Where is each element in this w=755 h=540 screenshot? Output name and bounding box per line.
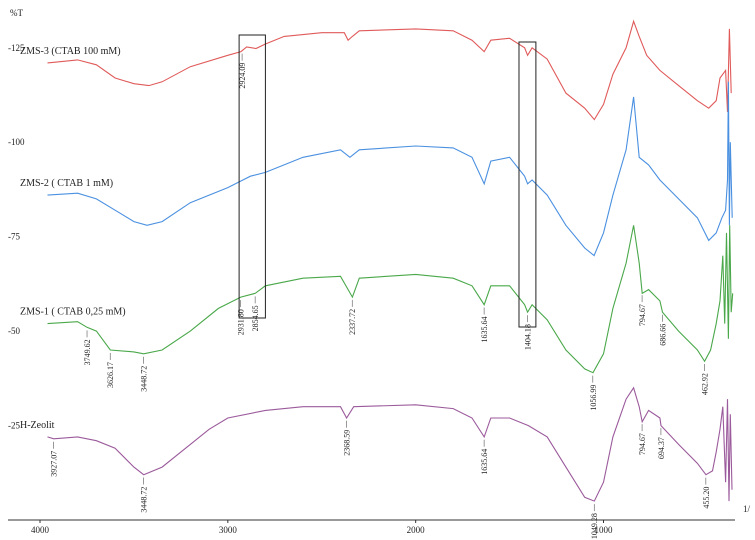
series-line-2 bbox=[47, 225, 734, 374]
peak-label: 3448.72 bbox=[140, 366, 149, 392]
peak-label: 3927.07 bbox=[50, 451, 59, 477]
peak-label: 2924.09 bbox=[238, 63, 247, 89]
highlight-box bbox=[518, 41, 537, 328]
y-tick-label: -100 bbox=[8, 137, 25, 147]
series-line-3 bbox=[47, 386, 733, 502]
peak-label: 2368.59 bbox=[342, 430, 351, 456]
peak-label: 794.67 bbox=[638, 433, 647, 455]
x-axis-unit: 1/ bbox=[743, 504, 751, 514]
peak-label: 3626.17 bbox=[106, 362, 115, 388]
axes-layer: 4000 3000 2000 1000 1/ %T -125 -100 -75 -50 -25 bbox=[8, 8, 751, 535]
y-tick-label: -50 bbox=[8, 326, 20, 336]
peak-label: 2337.72 bbox=[348, 309, 357, 335]
y-tick-label: -75 bbox=[8, 232, 20, 242]
peak-label: 1049.28 bbox=[590, 513, 599, 539]
peak-label: 1404.18 bbox=[524, 324, 533, 350]
peak-label: 694.37 bbox=[657, 437, 666, 459]
y-tick-label: -125 bbox=[8, 43, 25, 53]
series-labels: ZMS-3 (CTAB 100 mM) ZMS-2 ( CTAB 1 mM) ZMS… bbox=[20, 46, 126, 431]
peak-label: 1635.64 bbox=[480, 316, 489, 342]
y-tick-label: -25 bbox=[8, 421, 20, 431]
peak-label: 2931.80 bbox=[237, 309, 246, 335]
peak-label: 3448.72 bbox=[140, 487, 149, 513]
peak-label: 794.67 bbox=[638, 304, 647, 326]
x-tick-label: 1000 bbox=[595, 525, 614, 535]
x-tick-label: 2000 bbox=[407, 525, 426, 535]
x-tick-label: 4000 bbox=[31, 525, 50, 535]
series-label-1: ZMS-2 ( CTAB 1 mM) bbox=[20, 178, 113, 189]
peak-label: 462.92 bbox=[700, 373, 709, 395]
series-line-0 bbox=[47, 19, 732, 121]
peak-label: 1056.99 bbox=[589, 385, 598, 411]
peak-label: 455.20 bbox=[702, 487, 711, 509]
peak-label: 686.66 bbox=[658, 324, 667, 346]
series-label-0: ZMS-3 (CTAB 100 mM) bbox=[20, 46, 121, 57]
series-lines bbox=[47, 19, 734, 502]
peak-label: 1635.64 bbox=[480, 449, 489, 475]
highlight-box bbox=[238, 34, 266, 319]
y-axis-label: %T bbox=[10, 8, 23, 18]
series-line-1 bbox=[47, 81, 733, 257]
series-label-2: ZMS-1 ( CTAB 0,25 mM) bbox=[20, 307, 126, 318]
x-tick-label: 3000 bbox=[219, 525, 238, 535]
peak-label: 3749.62 bbox=[83, 339, 92, 365]
series-label-3: H-Zeolit bbox=[20, 420, 55, 431]
